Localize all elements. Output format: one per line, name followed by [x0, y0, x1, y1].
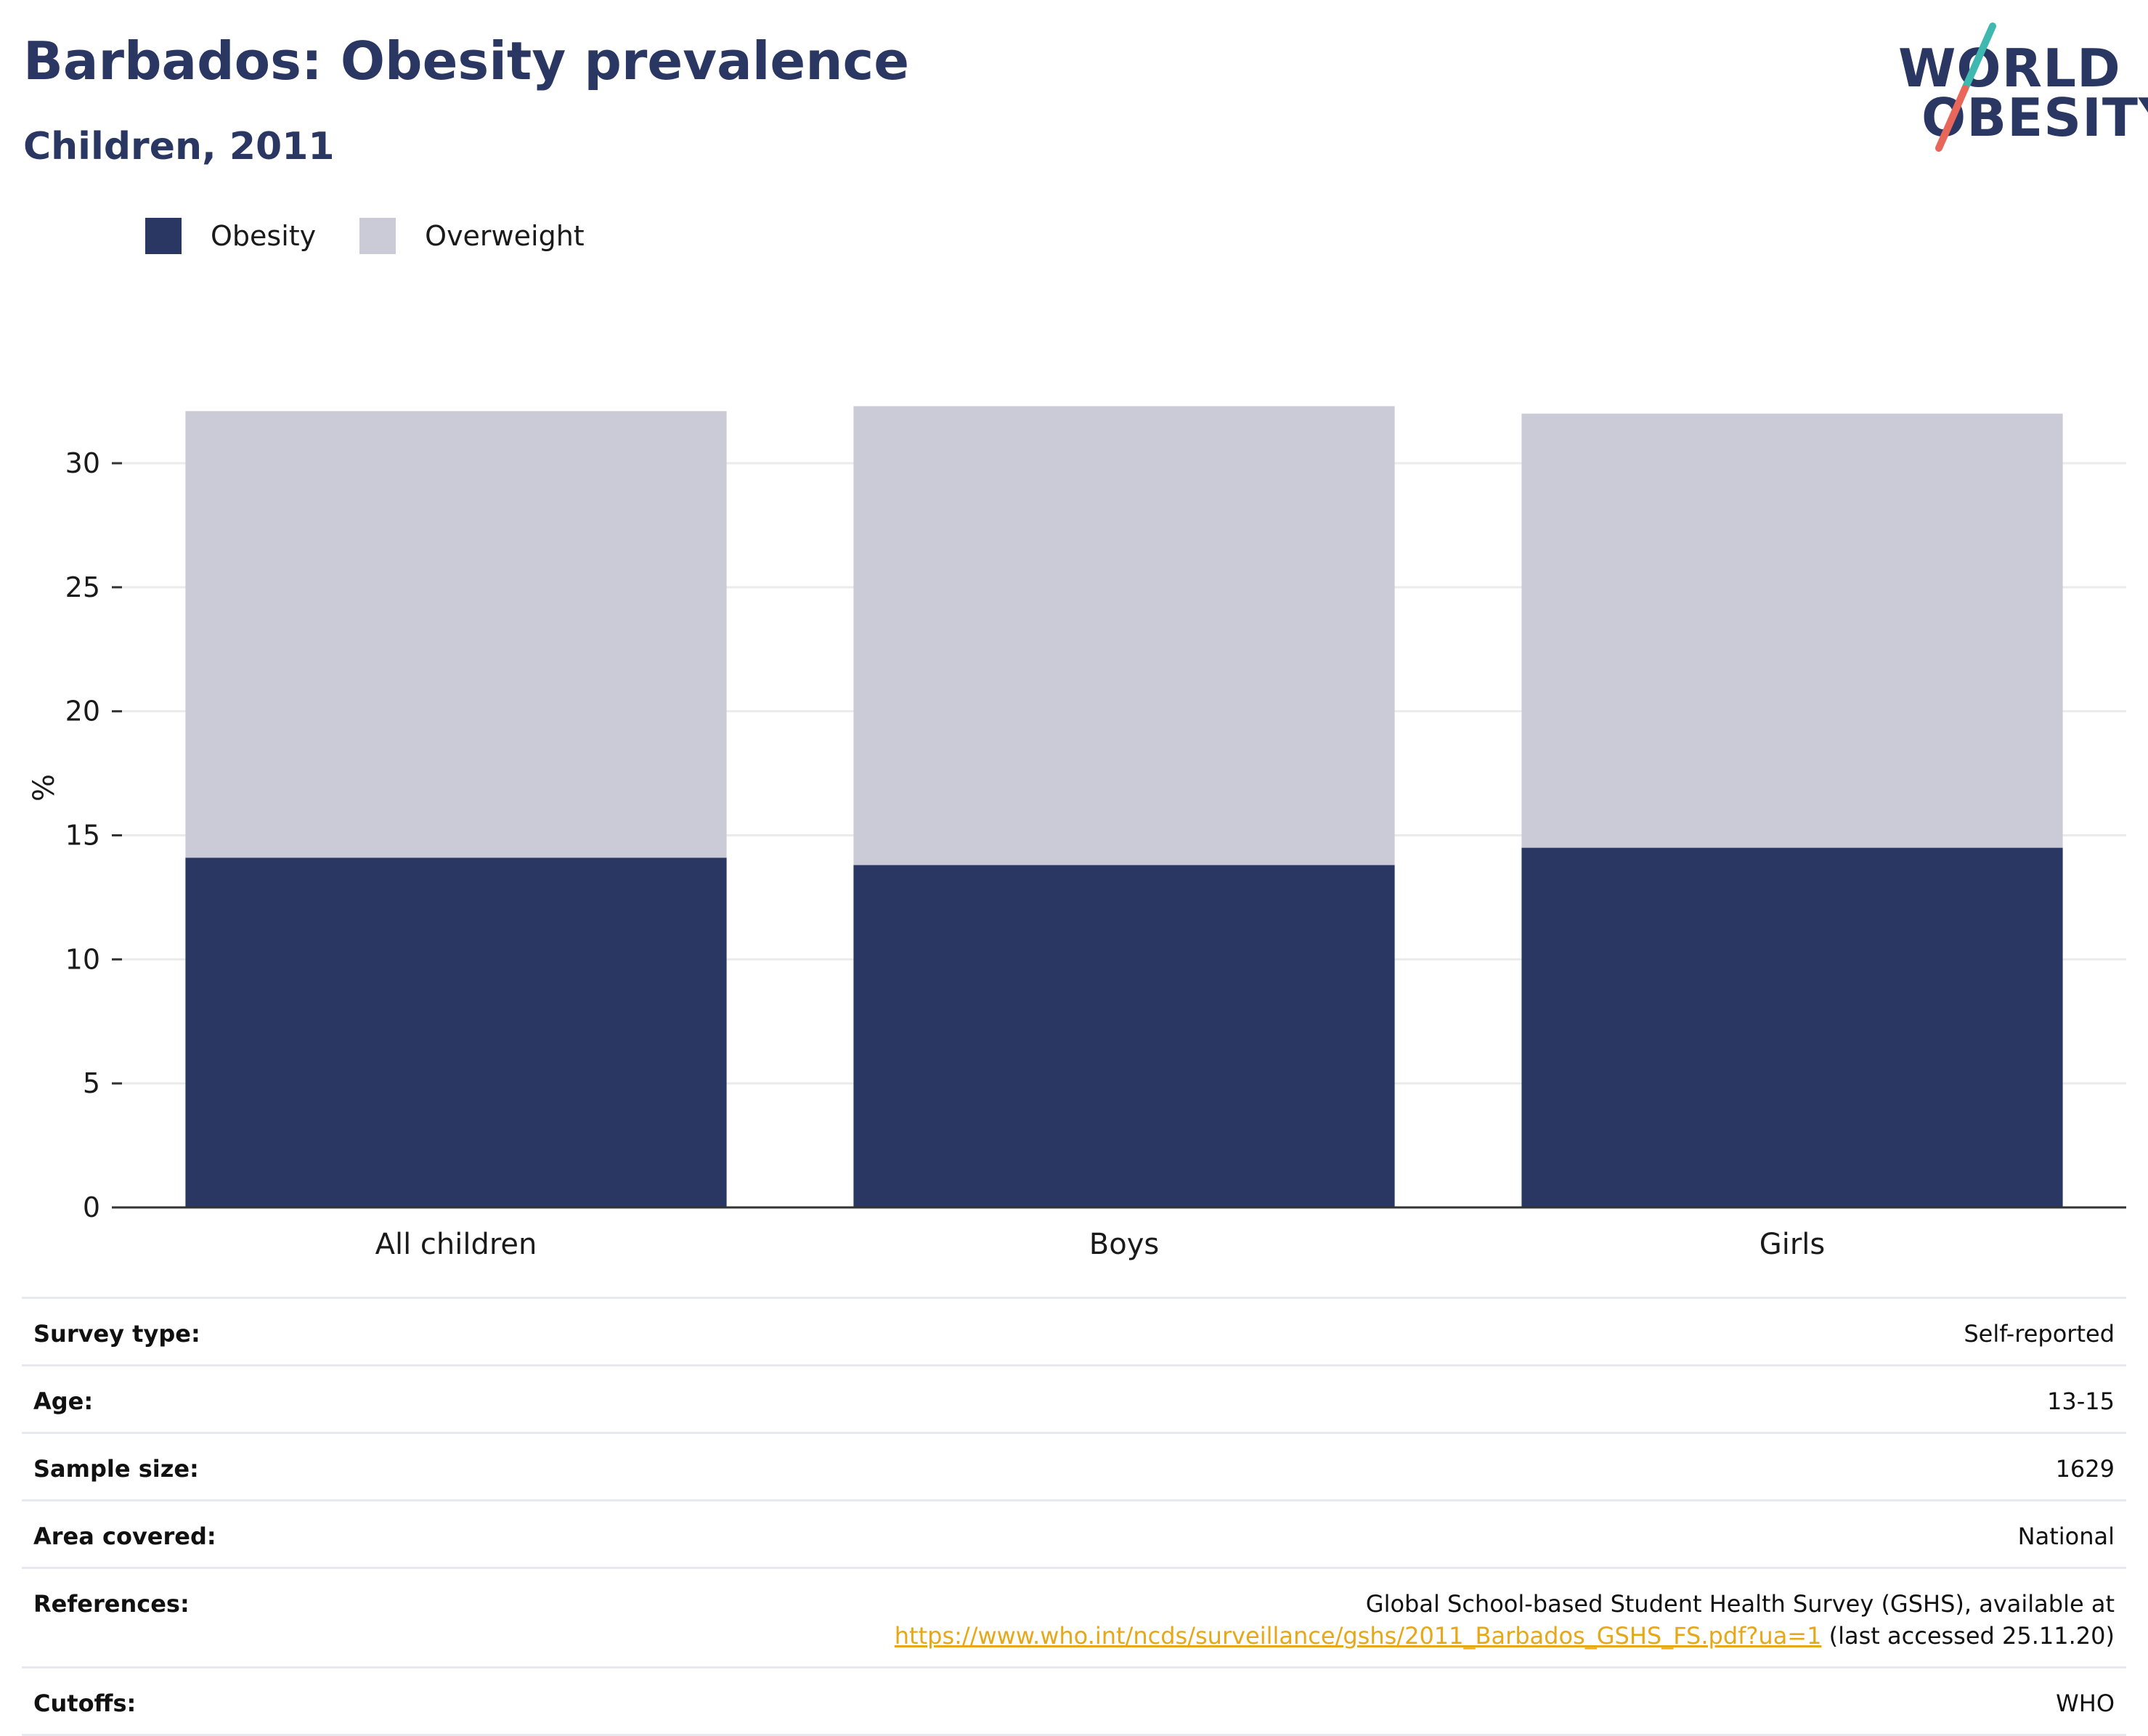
- meta-value: Global School-based Student Health Surve…: [320, 1567, 2126, 1668]
- meta-row: Cutoffs: WHO: [22, 1666, 2126, 1736]
- y-tick-label: 5: [83, 1067, 100, 1099]
- x-tick-label: All children: [375, 1228, 537, 1261]
- legend-swatch-overweight: [359, 218, 396, 254]
- y-axis-label: %: [28, 774, 61, 802]
- meta-value: National: [320, 1499, 2126, 1568]
- logo-slash-icon: [1935, 23, 1996, 152]
- metadata-table: Survey type: Self-reported Age: 13-15 Sample…: [22, 1297, 2126, 1736]
- legend-label-overweight: Overweight: [425, 220, 585, 252]
- legend: Obesity Overweight: [145, 216, 628, 256]
- y-tick-label: 25: [65, 571, 100, 603]
- legend-label-obesity: Obesity: [211, 220, 317, 252]
- bar-obesity-girls: [1521, 847, 2063, 1207]
- bar-overweight-girls: [1521, 413, 2063, 848]
- y-tick-label: 0: [83, 1191, 100, 1223]
- meta-value: 13-15: [320, 1364, 2126, 1433]
- y-tick-label: 30: [65, 447, 100, 479]
- bar-overweight-boys: [853, 406, 1395, 865]
- meta-value: Self-reported: [320, 1297, 2126, 1366]
- meta-key: Sample size:: [22, 1432, 321, 1501]
- meta-value: 1629: [320, 1432, 2126, 1501]
- meta-key: Age:: [22, 1364, 321, 1433]
- logo-word-world: WORLD: [1898, 38, 2121, 99]
- meta-key: Survey type:: [22, 1297, 321, 1366]
- meta-key: References:: [22, 1567, 321, 1668]
- x-tick-label: Boys: [1089, 1228, 1159, 1261]
- bar-overweight-all-children: [185, 411, 727, 858]
- meta-row: References: Global School-based Student H…: [22, 1567, 2126, 1668]
- legend-item-overweight: Overweight: [359, 218, 585, 254]
- chart-subtitle: Children, 2011: [23, 125, 335, 168]
- meta-key: Cutoffs:: [22, 1666, 321, 1736]
- meta-key: Area covered:: [22, 1499, 321, 1568]
- bar-chart: 0 5 10 15 20 25 30% All children Boys Girls: [28, 406, 2126, 1261]
- reference-link[interactable]: https://www.who.int/ncds/surveillance/gs…: [894, 1622, 1822, 1650]
- meta-row: Survey type: Self-reported: [22, 1297, 2126, 1366]
- bar-obesity-all-children: [185, 857, 727, 1207]
- bar-obesity-boys: [853, 865, 1395, 1207]
- world-obesity-logo: WORLD OBESITY: [1895, 20, 2148, 155]
- meta-row: Age: 13-15: [22, 1364, 2126, 1433]
- x-tick-label: Girls: [1760, 1228, 1826, 1261]
- chart-title: Barbados: Obesity prevalence: [23, 30, 910, 91]
- legend-swatch-obesity: [145, 218, 182, 254]
- meta-row: Area covered: National: [22, 1499, 2126, 1568]
- meta-value: WHO: [320, 1666, 2126, 1736]
- legend-item-obesity: Obesity: [145, 218, 316, 254]
- meta-row: Sample size: 1629: [22, 1432, 2126, 1501]
- y-tick-label: 20: [65, 696, 100, 728]
- y-tick-label: 10: [65, 943, 100, 975]
- y-tick-label: 15: [65, 820, 100, 852]
